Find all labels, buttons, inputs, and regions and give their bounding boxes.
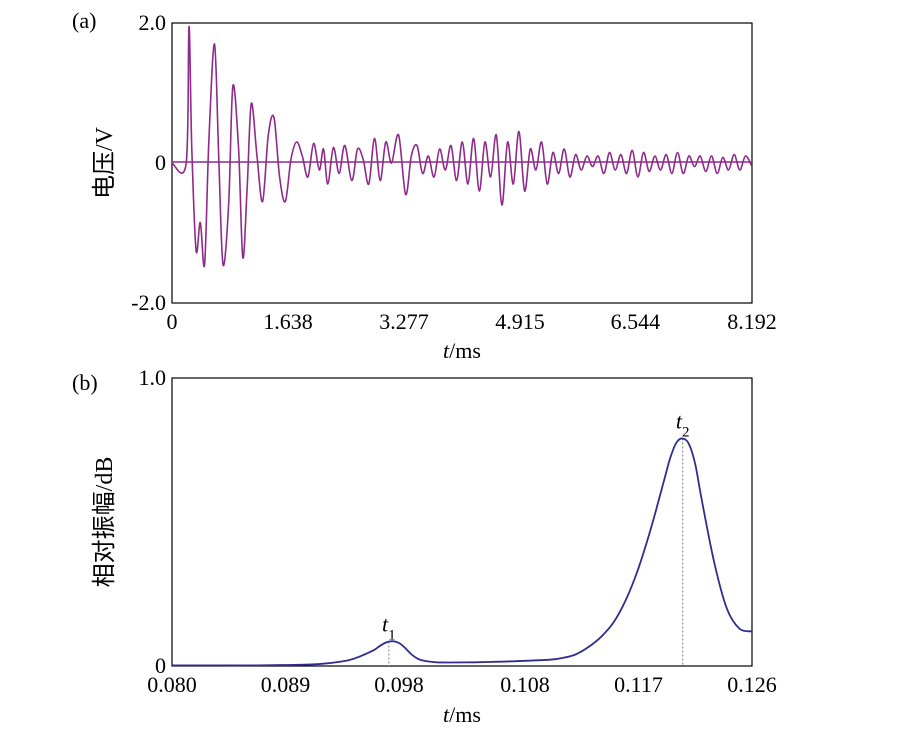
x-tick-label: 3.277 [379,309,429,334]
y-tick-label: -2.0 [131,290,166,315]
y-tick-label: 1.0 [139,365,167,390]
x-tick-label: 8.192 [727,309,777,334]
y-tick-label: 2.0 [139,10,167,35]
y-tick-labels-a: -2.0 0 2.0 [131,10,166,315]
chart-relative-amplitude: (b) 01.0 0.080 0.089 0.098 0.108 0.117 0.126 … [72,365,777,727]
x-tick-labels-a: 0 1.638 3.277 4.915 6.544 8.192 [167,309,777,334]
x-tick-label: 1.638 [263,309,313,334]
y-axis-label-b: 相对振幅/dB [91,457,118,588]
series-line-amplitude [172,437,753,667]
x-tick-label: 0.098 [374,672,424,697]
x-tick-label: 0.080 [147,672,197,697]
peak-markers [388,438,684,666]
x-axis-label-a: t/ms [443,338,481,363]
series-line-voltage [171,25,753,268]
peak-annotations: t1 t2 [382,408,689,643]
x-tick-label: 0 [167,309,178,334]
x-tick-label: 0.126 [727,672,777,697]
chart-voltage: (a) -2.002.0 0 1.638 3.277 4.915 6.544 8.192 … [72,8,777,363]
x-axis-label-b: t/ms [443,702,481,727]
plot-frame-a [171,22,753,304]
y-tick-label: 0 [155,150,166,175]
x-tick-label: 6.544 [611,309,661,334]
y-axis-label-a: 电压/V [91,126,118,199]
panel-label-a: (a) [72,8,96,33]
plot-frame-b [171,377,753,667]
y-tick-labels-b: 01.0 [139,365,167,678]
x-tick-label: 0.108 [500,672,550,697]
x-tick-labels-b: 0.080 0.089 0.098 0.108 0.117 0.126 [147,672,777,697]
y-tick-label: 0 [155,653,166,678]
panel-label-b: (b) [72,370,98,395]
x-tick-label: 4.915 [495,309,545,334]
peak-label: t1 [382,612,396,644]
x-tick-label: 0.117 [614,672,663,697]
x-tick-label: 0.089 [261,672,311,697]
peak-label: t2 [676,408,690,440]
